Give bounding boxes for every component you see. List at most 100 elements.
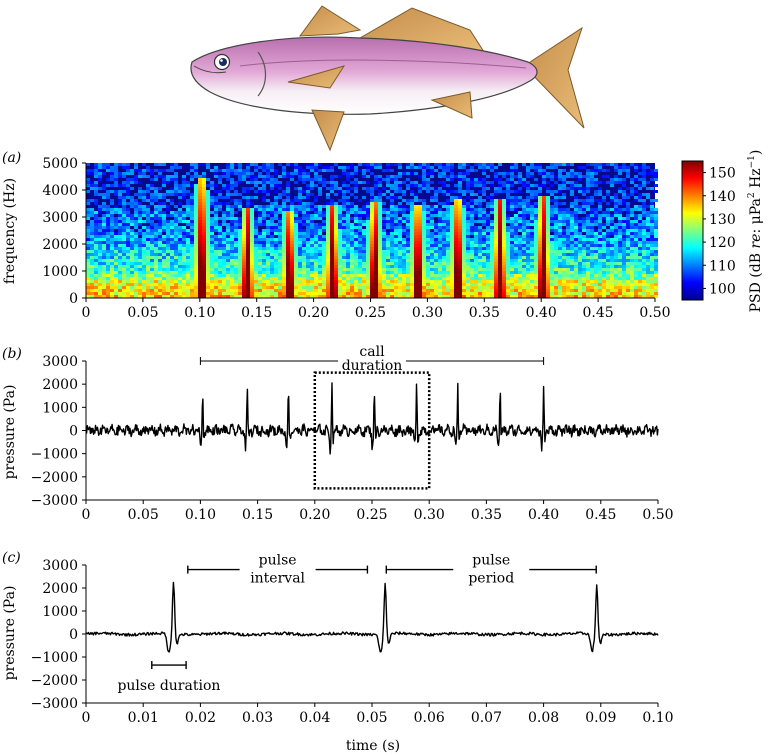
spectrogram-cell bbox=[502, 190, 506, 193]
spectrogram-cell bbox=[194, 187, 198, 190]
spectrogram-cell bbox=[642, 265, 646, 268]
spectrogram-cell bbox=[586, 262, 590, 265]
spectrogram-cell bbox=[306, 226, 310, 229]
spectrogram-cell bbox=[98, 274, 102, 277]
spectrogram-cell bbox=[346, 226, 350, 229]
spectrogram-cell bbox=[650, 268, 654, 271]
spectrogram-cell bbox=[206, 271, 210, 274]
spectrogram-cell bbox=[262, 229, 266, 232]
spectrogram-cell bbox=[106, 232, 110, 235]
spectrogram-cell bbox=[262, 178, 266, 181]
spectrogram-cell bbox=[122, 283, 126, 286]
spectrogram-cell bbox=[194, 271, 198, 274]
spectrogram-cell bbox=[558, 211, 562, 214]
spectrogram-cell bbox=[446, 223, 450, 226]
spectrogram-cell bbox=[506, 208, 510, 211]
spectrogram-cell bbox=[354, 244, 358, 247]
spectrogram-cell bbox=[318, 250, 322, 253]
spectrogram-cell bbox=[506, 235, 510, 238]
spectrogram-cell bbox=[550, 163, 554, 166]
spectrogram-cell bbox=[430, 172, 434, 175]
spectrogram-cell bbox=[610, 244, 614, 247]
spectrogram-cell bbox=[282, 220, 286, 223]
spectrogram-cell bbox=[110, 241, 114, 244]
spectrogram-cell bbox=[622, 250, 626, 253]
spectrogram-cell bbox=[190, 268, 194, 271]
spectrogram-cell bbox=[154, 250, 158, 253]
spectrogram-cell bbox=[562, 265, 566, 268]
spectrogram-cell bbox=[614, 226, 618, 229]
spectrogram-cell bbox=[158, 274, 162, 277]
spectrogram-cell bbox=[514, 229, 518, 232]
spectrogram-cell bbox=[190, 265, 194, 268]
spectrogram-cell bbox=[566, 277, 570, 280]
spectrogram-cell bbox=[482, 256, 486, 259]
spectrogram-cell bbox=[354, 211, 358, 214]
spectrogram-cell bbox=[198, 223, 202, 226]
spectrogram-cell bbox=[502, 262, 506, 265]
spectrogram-cell bbox=[590, 271, 594, 274]
spectrogram-cell bbox=[126, 274, 130, 277]
spectrogram-cell bbox=[362, 244, 366, 247]
spectrogram-cell bbox=[470, 250, 474, 253]
spectrogram-cell bbox=[406, 256, 410, 259]
spectrogram-cell bbox=[426, 280, 430, 283]
spectrogram-cell bbox=[578, 271, 582, 274]
spectrogram-cell bbox=[622, 202, 626, 205]
spectrogram-cell bbox=[106, 217, 110, 220]
spectrogram-cell bbox=[114, 190, 118, 193]
spectrogram-cell bbox=[498, 163, 502, 166]
spectrogram-cell bbox=[306, 184, 310, 187]
spectrogram-cell bbox=[322, 259, 326, 262]
spectrogram-cell bbox=[478, 190, 482, 193]
spectrogram-cell bbox=[362, 169, 366, 172]
spectrogram-cell bbox=[314, 253, 318, 256]
spectrogram-cell bbox=[94, 235, 98, 238]
spectrogram-cell bbox=[190, 166, 194, 169]
spectrogram-cell bbox=[362, 253, 366, 256]
spectrogram-cell bbox=[86, 178, 90, 181]
spectrogram-cell bbox=[538, 223, 542, 226]
spectrogram-cell bbox=[238, 163, 242, 166]
spectrogram-cell bbox=[370, 226, 374, 229]
spectrogram-cell bbox=[318, 226, 322, 229]
spectrogram-cell bbox=[462, 268, 466, 271]
spectrogram-cell bbox=[138, 193, 142, 196]
spectrogram-cell bbox=[582, 166, 586, 169]
spectrogram-cell bbox=[294, 196, 298, 199]
spectrogram-cell bbox=[554, 181, 558, 184]
spectrogram-cell bbox=[646, 229, 650, 232]
spectrogram-cell bbox=[154, 235, 158, 238]
spectrogram-cell bbox=[174, 214, 178, 217]
spectrogram-cell bbox=[266, 256, 270, 259]
spectrogram-cell bbox=[106, 241, 110, 244]
spectrogram-cell bbox=[110, 244, 114, 247]
spectrogram-cell bbox=[486, 274, 490, 277]
spectrogram-cell bbox=[466, 265, 470, 268]
spectrogram-cell bbox=[194, 208, 198, 211]
spectrogram-cell bbox=[510, 238, 514, 241]
spectrogram-cell bbox=[618, 172, 622, 175]
spectrogram-cell bbox=[578, 172, 582, 175]
spectrogram-cell bbox=[618, 199, 622, 202]
spectrogram-cell bbox=[402, 265, 406, 268]
spectrogram-cell bbox=[270, 259, 274, 262]
spectrogram-cell bbox=[310, 214, 314, 217]
spectrogram-cell bbox=[314, 268, 318, 271]
spectrogram-cell bbox=[578, 262, 582, 265]
spectrogram-cell bbox=[594, 211, 598, 214]
spectrogram-cell bbox=[458, 271, 462, 274]
spectrogram-cell bbox=[206, 280, 210, 283]
spectrogram-cell bbox=[234, 259, 238, 262]
spectrogram-cell bbox=[114, 238, 118, 241]
spectrogram-cell bbox=[574, 214, 578, 217]
spectrogram-cell bbox=[478, 259, 482, 262]
spectrogram-cell bbox=[418, 274, 422, 277]
spectrogram-cell bbox=[450, 232, 454, 235]
spectrogram-cell bbox=[362, 274, 366, 277]
spectrogram-cell bbox=[614, 211, 618, 214]
spectrogram-cell bbox=[562, 169, 566, 172]
spectrogram-cell bbox=[454, 271, 458, 274]
spectrogram-cell bbox=[430, 187, 434, 190]
spectrogram-cell bbox=[134, 175, 138, 178]
